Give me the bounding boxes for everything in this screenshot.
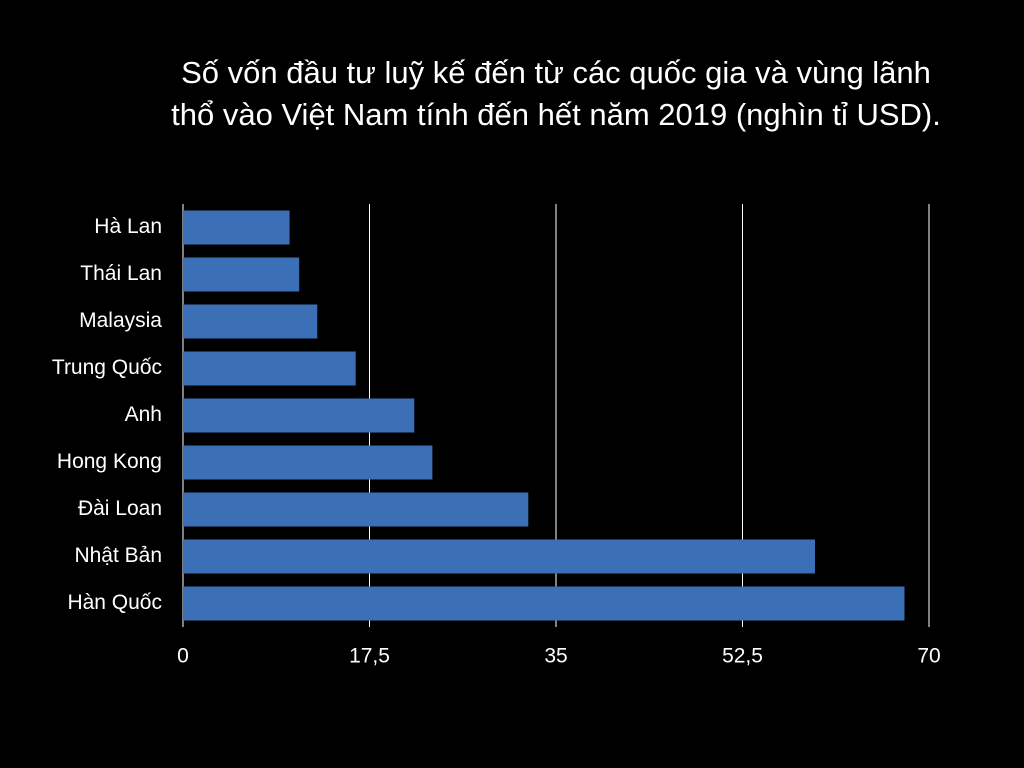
bar (183, 210, 290, 245)
bar (183, 398, 415, 433)
y-tick-label: Anh (125, 403, 162, 426)
x-tick-label: 17,5 (349, 645, 390, 668)
y-tick-label: Hong Kong (57, 450, 162, 473)
y-tick-label: Trung Quốc (52, 356, 162, 379)
bar (183, 586, 905, 621)
chart-title: Số vốn đầu tư luỹ kế đến từ các quốc gia… (171, 55, 941, 132)
x-tick-label: 0 (177, 645, 189, 668)
bar (183, 492, 529, 527)
bar (183, 539, 815, 574)
y-tick-label: Nhật Bản (74, 544, 162, 567)
x-tick-label: 70 (917, 645, 940, 668)
bar (183, 257, 300, 292)
x-tick-label: 35 (544, 645, 567, 668)
y-tick-label: Hàn Quốc (67, 591, 162, 614)
bar (183, 304, 318, 339)
y-tick-label: Đài Loan (78, 497, 162, 520)
y-tick-label: Malaysia (79, 309, 162, 332)
bar (183, 351, 356, 386)
x-tick-label: 52,5 (722, 645, 763, 668)
y-tick-label: Thái Lan (80, 262, 162, 285)
y-tick-label: Hà Lan (94, 215, 162, 238)
bar (183, 445, 433, 480)
